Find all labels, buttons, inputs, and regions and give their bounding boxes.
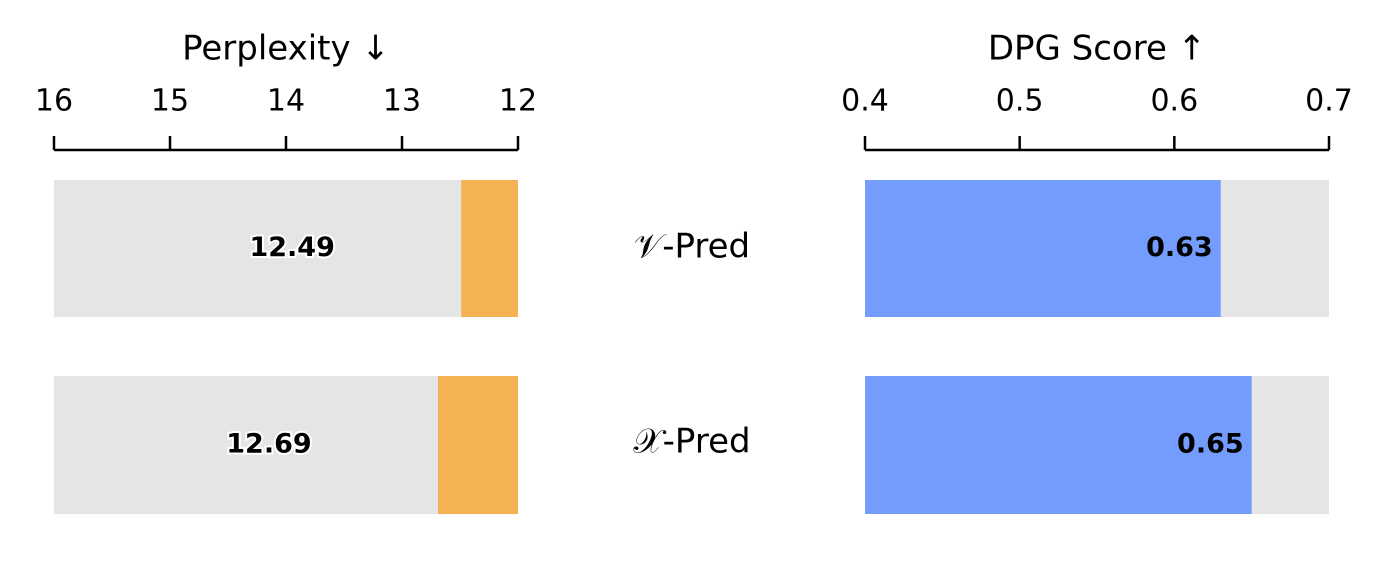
chart-title: DPG Score ↑ [988, 29, 1206, 69]
bar [437, 376, 518, 514]
bar-track [54, 180, 518, 317]
bar [865, 376, 1252, 514]
x-tick-label: 15 [151, 84, 189, 119]
category-label: 𝒱-Pred [634, 227, 750, 267]
x-tick-label: 0.7 [1305, 84, 1353, 119]
value-label: 12.49 [249, 232, 334, 263]
value-label: 12.69 [226, 429, 311, 460]
x-tick-label: 0.5 [996, 84, 1044, 119]
x-tick-label: 16 [35, 84, 73, 119]
x-tick-label: 13 [383, 84, 421, 119]
x-tick-label: 0.4 [841, 84, 889, 119]
x-tick-label: 14 [267, 84, 305, 119]
x-tick-label: 0.6 [1150, 84, 1198, 119]
chart-title: Perplexity ↓ [182, 29, 390, 69]
bar [461, 180, 518, 317]
value-label: 0.63 [1146, 232, 1213, 263]
x-tick-label: 12 [499, 84, 537, 119]
category-label: 𝒳-Pred [633, 422, 750, 462]
bar [865, 180, 1221, 317]
value-label: 0.65 [1177, 429, 1244, 460]
